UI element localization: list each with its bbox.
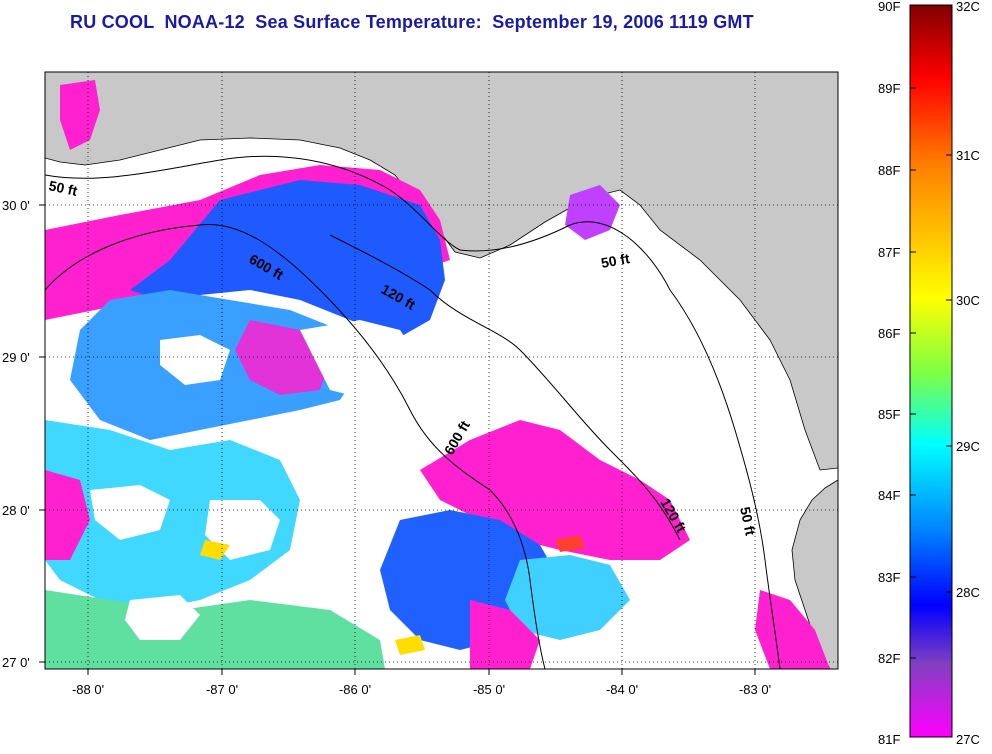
- contour-label: 50 ft: [47, 177, 79, 199]
- lon-tick-label: -88 0': [72, 682, 104, 697]
- lon-tick-label: -87 0': [206, 682, 238, 697]
- axis-tick-marks: [39, 204, 756, 675]
- isobath-contours: [45, 155, 781, 669]
- colorbar-f-label: 84F: [878, 488, 900, 503]
- colorbar-c-label: 32C: [956, 0, 980, 14]
- land-north: [45, 72, 838, 471]
- lon-tick-label: -84 0': [606, 682, 638, 697]
- colorbar-f-label: 81F: [878, 732, 900, 747]
- lat-tick-label: 27 0': [2, 655, 30, 670]
- colorbar-c-label: 27C: [956, 732, 980, 747]
- colorbar-c-ticks: [946, 154, 952, 593]
- land-florida-south: [791, 479, 838, 669]
- graticule: [45, 72, 838, 669]
- lon-tick-label: -85 0': [473, 682, 505, 697]
- contour-label: 50 ft: [737, 505, 759, 537]
- lat-tick-label: 29 0': [2, 350, 30, 365]
- sst-field: [45, 80, 830, 669]
- lon-tick-label: -83 0': [739, 682, 771, 697]
- colorbar-f-label: 89F: [878, 81, 900, 96]
- lat-tick-label: 30 0': [2, 198, 30, 213]
- colorbar-f-label: 86F: [878, 326, 900, 341]
- colorbar-f-ticks: [910, 87, 916, 659]
- colorbar-c-label: 28C: [956, 585, 980, 600]
- colorbar-f-label: 85F: [878, 407, 900, 422]
- colorbar-c-label: 31C: [956, 148, 980, 163]
- colorbar-c-label: 29C: [956, 439, 980, 454]
- colorbar-f-label: 90F: [878, 0, 900, 14]
- chart-title: RU COOL NOAA-12 Sea Surface Temperature:…: [70, 12, 754, 32]
- lat-tick-label: 28 0': [2, 503, 30, 518]
- colorbar-f-label: 83F: [878, 570, 900, 585]
- colorbar-f-label: 87F: [878, 245, 900, 260]
- contour-label: 50 ft: [600, 250, 631, 271]
- colorbar-f-label: 88F: [878, 163, 900, 178]
- colorbar-c-label: 30C: [956, 293, 980, 308]
- colorbar-f-label: 82F: [878, 651, 900, 666]
- lon-tick-label: -86 0': [339, 682, 371, 697]
- colorbar: [909, 4, 953, 738]
